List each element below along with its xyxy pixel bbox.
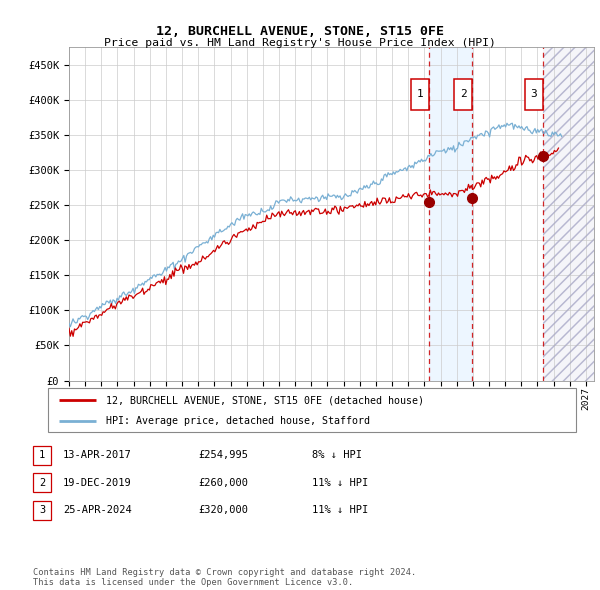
FancyBboxPatch shape (411, 79, 429, 110)
Text: 12, BURCHELL AVENUE, STONE, ST15 0FE (detached house): 12, BURCHELL AVENUE, STONE, ST15 0FE (de… (106, 395, 424, 405)
Text: 2: 2 (460, 89, 467, 99)
Text: HPI: Average price, detached house, Stafford: HPI: Average price, detached house, Staf… (106, 416, 370, 426)
Text: 11% ↓ HPI: 11% ↓ HPI (312, 478, 368, 487)
Bar (429, 47, 472, 381)
Text: Contains HM Land Registry data © Crown copyright and database right 2024.
This d: Contains HM Land Registry data © Crown c… (33, 568, 416, 587)
Text: 11% ↓ HPI: 11% ↓ HPI (312, 506, 368, 515)
Bar (542, 47, 594, 381)
Text: £260,000: £260,000 (198, 478, 248, 487)
Text: 8% ↓ HPI: 8% ↓ HPI (312, 451, 362, 460)
FancyBboxPatch shape (454, 79, 472, 110)
FancyBboxPatch shape (525, 79, 542, 110)
Text: 3: 3 (530, 89, 537, 99)
FancyBboxPatch shape (48, 388, 576, 432)
Text: 12, BURCHELL AVENUE, STONE, ST15 0FE: 12, BURCHELL AVENUE, STONE, ST15 0FE (156, 25, 444, 38)
Text: 19-DEC-2019: 19-DEC-2019 (63, 478, 132, 487)
Text: 13-APR-2017: 13-APR-2017 (63, 451, 132, 460)
Text: Price paid vs. HM Land Registry's House Price Index (HPI): Price paid vs. HM Land Registry's House … (104, 38, 496, 48)
Text: 2: 2 (39, 478, 45, 487)
Bar (542, 47, 594, 381)
Text: 25-APR-2024: 25-APR-2024 (63, 506, 132, 515)
Text: £320,000: £320,000 (198, 506, 248, 515)
Text: £254,995: £254,995 (198, 451, 248, 460)
Text: 3: 3 (39, 506, 45, 515)
Text: 1: 1 (416, 89, 424, 99)
Text: 1: 1 (39, 451, 45, 460)
